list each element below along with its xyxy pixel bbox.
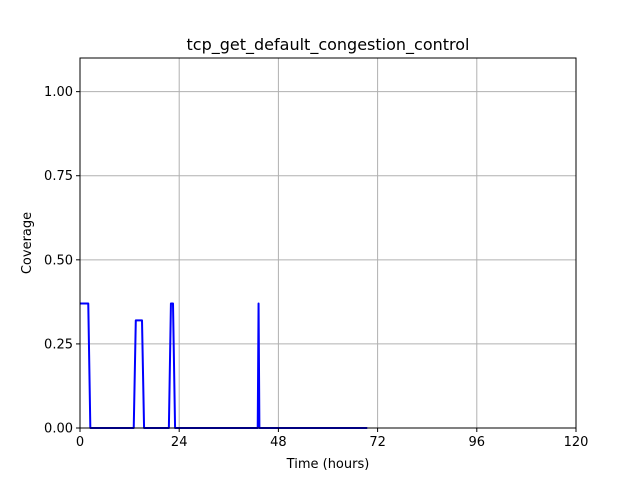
- series-layer: [80, 302, 368, 429]
- axis-ticks: 0 24 48 72 96 120 0.00 0.25 0.50 0.75 1.00: [44, 85, 588, 450]
- y-tick-label: 1.00: [44, 85, 73, 100]
- grid-lines: [79, 58, 577, 429]
- y-tick-label: 0.25: [44, 337, 73, 352]
- y-tick-label: 0.00: [44, 422, 73, 437]
- x-tick-label: 24: [171, 435, 188, 450]
- x-tick-label: 72: [369, 435, 386, 450]
- coverage-series-line: [80, 302, 368, 429]
- y-tick-label: 0.50: [44, 253, 73, 268]
- plot-frame: [79, 57, 577, 429]
- x-tick-label: 48: [270, 435, 287, 450]
- x-tick-label: 96: [469, 435, 486, 450]
- x-axis-label: Time (hours): [286, 457, 370, 472]
- chart-title: tcp_get_default_congestion_control: [187, 35, 470, 55]
- x-tick-label: 0: [76, 435, 84, 450]
- y-tick-label: 0.75: [44, 169, 73, 184]
- y-axis-label: Coverage: [20, 212, 35, 274]
- x-tick-label: 120: [564, 435, 589, 450]
